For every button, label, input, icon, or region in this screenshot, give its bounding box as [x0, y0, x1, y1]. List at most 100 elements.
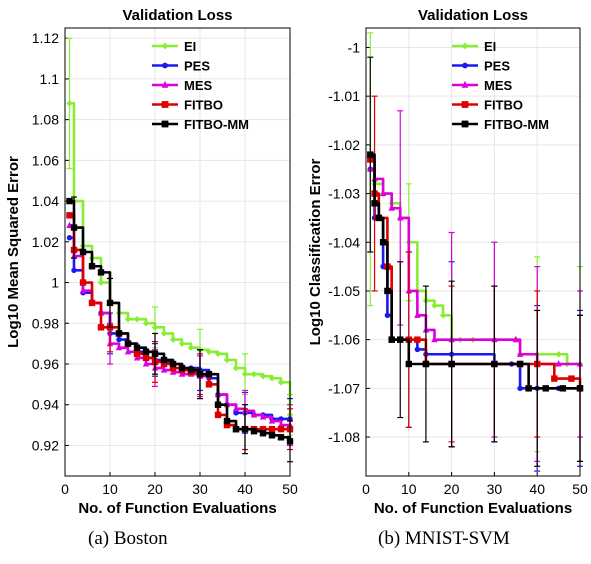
data-point [142, 360, 150, 367]
data-point [461, 120, 469, 128]
data-point [70, 224, 78, 231]
data-point [431, 302, 438, 309]
x-tick-label: 50 [572, 481, 588, 497]
data-point [124, 316, 132, 323]
data-point [116, 336, 122, 343]
x-axis-label: No. of Function Evaluations [374, 500, 572, 517]
data-point [160, 330, 168, 337]
series-line [69, 214, 290, 431]
chart-title: Validation Loss [122, 7, 232, 24]
data-point [162, 62, 168, 69]
legend-label: FITBO-MM [484, 117, 549, 132]
data-point [371, 200, 378, 207]
data-point [233, 410, 239, 416]
y-tick-label: -1.07 [328, 380, 360, 396]
data-point [232, 425, 240, 433]
data-point [268, 425, 276, 433]
data-point [214, 401, 222, 408]
x-axis-label: No. of Function Evaluations [78, 500, 276, 517]
data-point [196, 370, 204, 378]
data-point [97, 279, 105, 286]
data-point [516, 350, 524, 357]
legend-label: FITBO-MM [184, 117, 249, 132]
data-point [88, 299, 96, 307]
data-point [187, 344, 195, 351]
data-point [88, 263, 96, 270]
y-tick-label: 1.12 [32, 30, 59, 46]
y-tick-label: -1.01 [328, 88, 360, 104]
data-point [250, 370, 258, 378]
y-tick-label: 0.92 [32, 437, 59, 453]
data-point [461, 80, 469, 88]
caption-boston: (a) Boston [88, 528, 168, 549]
data-point [161, 42, 169, 50]
y-tick-label: -1.04 [328, 234, 360, 250]
data-point [151, 324, 159, 331]
data-point [161, 120, 169, 128]
data-point [462, 62, 468, 69]
y-tick-label: 1.06 [32, 152, 59, 168]
data-point [397, 336, 404, 343]
data-point [71, 267, 77, 274]
x-tick-label: 40 [237, 481, 253, 497]
legend-label: FITBO [184, 98, 223, 113]
y-tick-label: 1.1 [40, 71, 60, 87]
data-point [142, 348, 150, 355]
data-point [375, 214, 383, 222]
data-point [205, 348, 213, 355]
x-tick-label: 30 [192, 481, 208, 497]
data-point [214, 411, 222, 419]
x-tick-label: 20 [444, 481, 460, 497]
data-point [214, 350, 222, 358]
data-point [97, 324, 105, 331]
data-point [525, 385, 532, 392]
data-point [187, 366, 195, 374]
data-point [79, 286, 87, 294]
data-point [259, 430, 267, 437]
data-point [250, 428, 258, 435]
data-point [431, 335, 438, 343]
legend-label: EI [184, 39, 196, 54]
data-point [384, 312, 391, 319]
data-point [250, 411, 258, 418]
data-point [405, 360, 412, 368]
data-point [79, 279, 87, 286]
y-tick-label: 0.98 [32, 315, 59, 331]
data-point [542, 385, 549, 392]
data-point [259, 373, 267, 380]
legend: EI PES MES FITBO FITBO-MM [152, 39, 249, 132]
data-point [268, 432, 276, 439]
data-point [178, 370, 186, 377]
x-tick-label: 0 [362, 481, 370, 497]
x-tick-label: 0 [61, 481, 69, 497]
data-point [232, 404, 240, 412]
data-point [241, 425, 249, 433]
data-point [133, 350, 141, 358]
data-point [142, 354, 150, 362]
data-point [66, 100, 73, 107]
legend-label: MES [184, 78, 213, 93]
data-point [461, 42, 469, 50]
data-point [142, 320, 150, 327]
legend-label: MES [484, 78, 513, 93]
x-tick-label: 10 [401, 481, 417, 497]
data-point [555, 351, 562, 358]
data-point [160, 360, 168, 368]
data-point [169, 368, 177, 375]
data-point [491, 360, 498, 368]
y-tick-label: -1.06 [328, 332, 360, 348]
data-point [241, 370, 249, 378]
data-point [115, 343, 123, 351]
y-tick-label: -1.02 [328, 137, 360, 153]
data-point [161, 80, 169, 88]
y-tick-label: -1.03 [328, 186, 360, 202]
y-tick-label: -1 [348, 39, 361, 55]
data-point [160, 356, 168, 364]
data-point [79, 248, 87, 256]
data-point [414, 311, 421, 318]
chart-title: Validation Loss [418, 7, 528, 24]
y-tick-label: 1.02 [32, 234, 59, 250]
series-line [370, 167, 580, 390]
legend-label: PES [184, 59, 210, 74]
data-point [512, 335, 519, 343]
